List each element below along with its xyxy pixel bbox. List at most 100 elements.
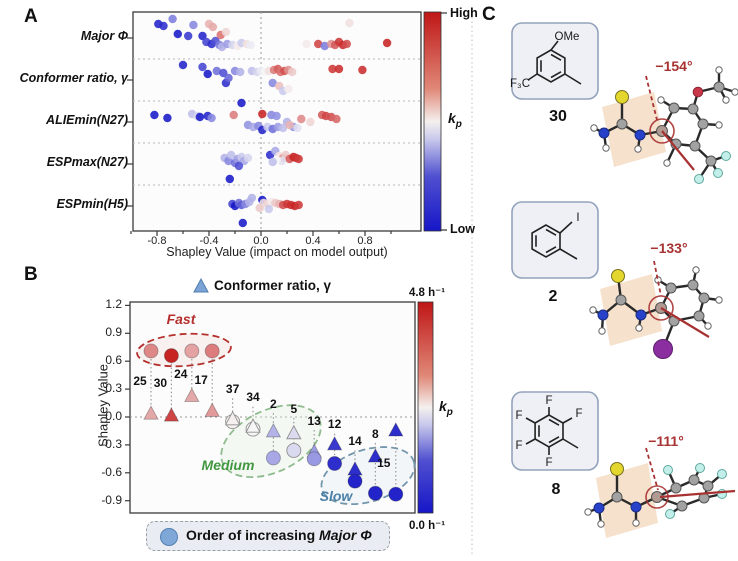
shap-dot	[221, 27, 231, 37]
panel-a-axis-ticks	[127, 37, 392, 236]
panel-a-xaxis-label: Shapley Value (impact on model output)	[166, 245, 388, 259]
triangle-marker-8	[367, 448, 384, 463]
compound-point-label: 15	[377, 456, 391, 471]
triangle-marker-2	[265, 422, 282, 438]
substituent-label: F	[575, 408, 582, 420]
compound-point-label: 5	[290, 401, 298, 416]
substituent-label: F₃C	[510, 78, 530, 90]
colorbar-b-kp-label: kp	[439, 398, 453, 418]
compound-number-30: 30	[549, 108, 567, 125]
substituent-label: I	[576, 212, 579, 224]
substituent-label: F	[545, 457, 552, 469]
shap-dot	[238, 218, 247, 228]
shap-dot	[225, 174, 234, 184]
compound-point-label: 30	[153, 376, 168, 391]
compound-point-label: 24	[174, 367, 188, 382]
shap-dot	[247, 193, 257, 203]
colorbar-a-high-label: High	[450, 6, 478, 20]
shap-dot	[178, 60, 188, 70]
shap-dot	[203, 69, 212, 79]
bottom-legend-text: Order of increasing	[186, 527, 320, 543]
shap-dot	[255, 203, 264, 213]
shap-dot	[342, 39, 351, 49]
y-tick-label: 0.3	[105, 381, 122, 396]
shap-dot	[268, 157, 277, 167]
feature-label: ESPmax(N27)	[46, 155, 128, 169]
compound-point-label: 14	[348, 434, 362, 449]
shap-dot	[334, 64, 344, 74]
shap-dot	[288, 67, 297, 77]
shap-dot	[234, 161, 244, 171]
shap-dot	[150, 110, 159, 120]
circle-marker-17	[204, 343, 220, 359]
panel-b-markers	[143, 343, 404, 502]
colorbar-a-kp-label: kp	[448, 110, 462, 130]
bottom-legend-box	[146, 521, 390, 551]
x-tick-label: 0.4	[305, 235, 321, 247]
substituent-label: F	[515, 410, 522, 422]
shap-dot	[264, 204, 273, 214]
shap-dot	[320, 41, 329, 51]
shap-dot	[382, 38, 392, 48]
panel-a-colorbar	[423, 11, 447, 232]
compound-point-label: 2	[270, 396, 277, 411]
substituent-label: OMe	[555, 31, 580, 43]
shap-dot	[268, 78, 277, 88]
x-tick-label: 0.8	[357, 235, 373, 247]
shap-dot	[284, 84, 293, 94]
panel-c-label: C	[482, 4, 496, 25]
shap-dot	[332, 114, 341, 124]
y-tick-label: -0.6	[101, 464, 122, 479]
dihedral-angle-2: −133°	[650, 240, 688, 256]
substituent-label: F	[545, 395, 552, 407]
shap-dot	[159, 21, 168, 31]
circle-marker-30	[163, 348, 179, 364]
colorbar-b-max-label: 4.8 h⁻¹	[408, 287, 446, 299]
x-tick-label: -0.4	[199, 235, 219, 247]
triangle-marker-12	[326, 435, 343, 451]
compound-point-label: 37	[225, 382, 240, 397]
triangle-marker-25	[143, 405, 159, 420]
feature-label: ALIEmin(N27)	[46, 113, 128, 127]
shap-dot	[302, 39, 311, 49]
panel-b-axis-ticks	[125, 304, 130, 502]
shap-dot	[163, 113, 172, 123]
shap-dot	[224, 73, 233, 83]
shap-dot	[272, 111, 281, 121]
triangle-marker-37	[224, 410, 241, 426]
panel-a-label: A	[24, 6, 38, 27]
y-tick-label: -0.9	[101, 492, 122, 507]
x-tick-label: 0.0	[253, 235, 269, 247]
shap-dot	[278, 123, 288, 133]
y-tick-label: 0.6	[105, 353, 122, 368]
feature-label: Major Φ	[80, 29, 128, 43]
shap-dot	[328, 64, 337, 74]
y-tick-label: 0.9	[105, 325, 122, 340]
compound-point-label: 25	[133, 373, 147, 388]
group-ellipse-medium	[220, 404, 322, 479]
triangle-marker-5	[286, 424, 302, 440]
shap-dot	[293, 123, 302, 133]
shap-dot	[314, 39, 323, 49]
x-tick-label: -0.8	[147, 235, 167, 247]
shap-dot	[219, 68, 228, 78]
shap-dot	[189, 20, 198, 30]
substituent-label: F	[515, 440, 522, 452]
molecule-3d-2	[589, 260, 723, 359]
panel-b-plot	[125, 277, 416, 514]
shap-dot	[243, 153, 253, 163]
triangle-legend-icon	[193, 277, 209, 293]
compound-point-label: 8	[372, 426, 379, 441]
circle-marker-14	[347, 473, 363, 489]
compound-point-label: 13	[307, 413, 321, 428]
group-ellipse-fast	[136, 332, 232, 368]
shap-dot	[198, 62, 207, 72]
panel-b-yaxis-label: Shapley Value	[95, 364, 111, 447]
bottom-legend-emph: Major Φ	[319, 527, 372, 543]
circle-marker-25	[143, 343, 159, 359]
circle-legend-icon	[160, 528, 178, 546]
circle-marker-15	[388, 486, 404, 502]
group-label-medium: Medium	[201, 457, 255, 474]
shap-dot	[212, 66, 221, 76]
circle-marker-8	[367, 485, 383, 501]
